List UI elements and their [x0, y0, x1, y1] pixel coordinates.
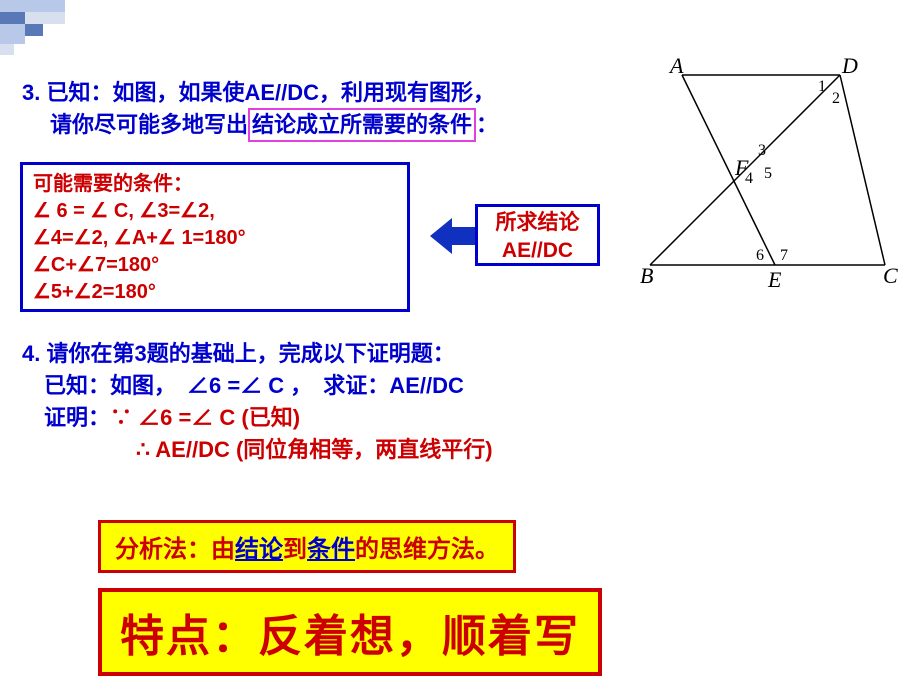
q4-line4: ∴ AE//DC (同位角相等，两直线平行) — [136, 434, 493, 466]
conditions-title: 可能需要的条件： — [33, 171, 397, 198]
condition-2: ∠4=∠2, ∠A+∠ 1=180° — [33, 225, 397, 252]
angle-5: 5 — [764, 165, 772, 182]
analysis-t3: 的思维方法。 — [355, 536, 499, 563]
feature-text: 特点：反着想，顺着写 — [120, 612, 580, 661]
angle-6: 6 — [756, 247, 764, 264]
angle-7: 7 — [780, 247, 788, 264]
result-line1: 所求结论 — [478, 209, 597, 237]
question-4-block: 4. 请你在第3题的基础上，完成以下证明题： 已知：如图， ∠6 =∠ C ， … — [22, 338, 493, 466]
condition-3: ∠C+∠7=180° — [33, 252, 397, 279]
analysis-u2: 条件 — [307, 536, 355, 563]
vertex-D: D — [841, 55, 858, 78]
question-3-text: 3. 已知：如图，如果使AE//DC，利用现有图形， 请你尽可能多地写出结论成立… — [22, 78, 498, 142]
left-arrow-icon — [430, 218, 478, 259]
q4-line3a: 证明： — [22, 405, 110, 430]
vertex-E: E — [767, 267, 782, 292]
result-box: 所求结论 AE//DC — [475, 204, 600, 266]
condition-1: ∠ 6 = ∠ C, ∠3=∠2, — [33, 198, 397, 225]
angle-2: 2 — [832, 90, 840, 107]
result-line2: AE//DC — [478, 237, 597, 265]
q4-line1: 4. 请你在第3题的基础上，完成以下证明题： — [22, 338, 493, 370]
feature-box: 特点：反着想，顺着写 — [98, 588, 602, 676]
q3-colon: ： — [476, 112, 498, 137]
geometry-diagram: A D B C E F 1 2 3 4 5 6 7 — [640, 55, 910, 300]
angle-4: 4 — [745, 170, 753, 187]
condition-4: ∠5+∠2=180° — [33, 279, 397, 306]
q4-line3b: ∵ ∠6 =∠ C (已知) — [110, 405, 300, 430]
corner-decoration — [0, 0, 140, 55]
vertex-A: A — [668, 55, 684, 78]
analysis-u1: 结论 — [235, 536, 283, 563]
vertex-C: C — [883, 263, 898, 288]
conditions-box: 可能需要的条件： ∠ 6 = ∠ C, ∠3=∠2, ∠4=∠2, ∠A+∠ 1… — [20, 162, 410, 312]
analysis-t2: 到 — [283, 536, 307, 563]
q4-line2: 已知：如图， ∠6 =∠ C ， 求证：AE//DC — [22, 370, 493, 402]
q3-line2a: 请你尽可能多地写出 — [50, 112, 248, 137]
analysis-box: 分析法：由结论到条件的思维方法。 — [98, 520, 516, 573]
vertex-B: B — [640, 263, 653, 288]
q3-line2b: 结论成立所需要的条件 — [252, 112, 472, 137]
q3-line1: 3. 已知：如图，如果使AE//DC，利用现有图形， — [22, 80, 495, 105]
q3-highlight-box: 结论成立所需要的条件 — [248, 108, 476, 142]
angle-3: 3 — [758, 142, 766, 159]
analysis-t1: 分析法：由 — [115, 536, 235, 563]
angle-1: 1 — [818, 78, 826, 95]
